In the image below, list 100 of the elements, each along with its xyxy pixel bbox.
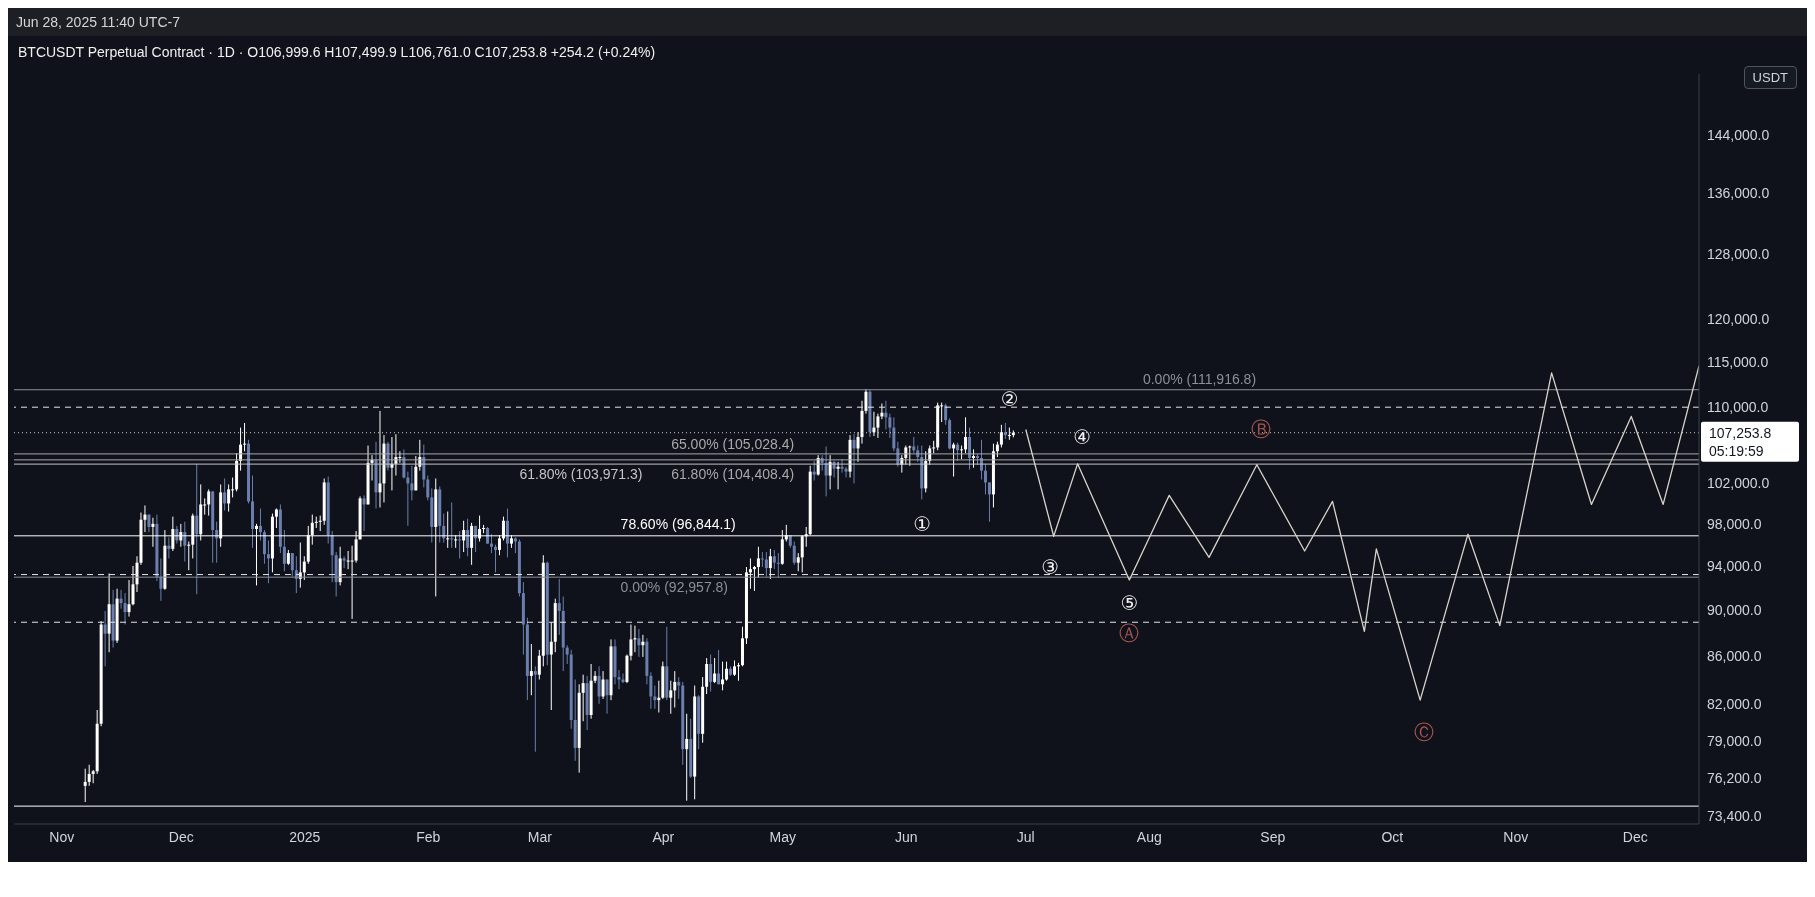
chart-title: BTCUSDT Perpetual Contract · 1D · O106,999.6 H107,499.9 L106,761.0 C107,253.8 +254.2 (+0.24%) [17, 43, 657, 62]
candlestick [597, 665, 601, 705]
y-tick-label: 115,000.0 [1707, 354, 1769, 371]
y-tick-label: 102,000.0 [1707, 475, 1770, 492]
candlestick [302, 555, 306, 581]
candlestick [243, 422, 247, 452]
y-tick-label: 144,000.0 [1707, 127, 1770, 144]
ref-line-label: 61.80% (104,408.4) [671, 465, 795, 482]
candlestick [167, 536, 171, 559]
candlestick [290, 552, 294, 578]
ref-line-label: 0.00% (92,957.8) [620, 579, 729, 596]
candlestick [183, 521, 187, 563]
ref-line-label: 61.80% (103,971.3) [519, 466, 643, 483]
candlestick [768, 548, 772, 580]
y-tick-label: 82,000.0 [1707, 695, 1762, 712]
chart-subtitle: Jun 28, 2025 11:40 UTC-7 [8, 8, 1807, 36]
candlestick [533, 665, 537, 753]
x-tick-label: Aug [1136, 828, 1162, 845]
y-tick-label: 128,000.0 [1707, 246, 1770, 263]
y-tick-label: 98,000.0 [1707, 515, 1762, 532]
candlestick [944, 403, 948, 426]
candlestick [637, 628, 641, 658]
candlestick [721, 661, 725, 691]
y-tick-label: 86,000.0 [1707, 647, 1762, 664]
candlestick [717, 649, 721, 685]
candlestick [836, 461, 840, 490]
y-tick-label: 73,400.0 [1707, 807, 1762, 824]
annotation: ② [999, 386, 1020, 411]
candlestick [748, 557, 752, 590]
candlestick [274, 508, 278, 529]
x-tick-label: Feb [416, 828, 441, 845]
candlestick [852, 433, 856, 484]
candlestick [318, 515, 322, 532]
candlestick [330, 530, 334, 583]
candlestick [87, 764, 91, 787]
candlestick [494, 544, 498, 573]
candlestick [338, 546, 342, 586]
y-tick-label: 110,000.0 [1707, 399, 1769, 416]
candlestick [756, 546, 760, 579]
x-tick-label: Dec [1622, 828, 1648, 845]
candlestick [223, 478, 227, 512]
candlestick [932, 440, 936, 454]
candlestick [258, 508, 262, 541]
candlestick [505, 508, 509, 558]
candlestick [227, 483, 231, 513]
candlestick [346, 550, 350, 570]
candlestick [673, 670, 677, 709]
candlestick [792, 541, 796, 566]
ref-line-label: 65.00% (105,028.4) [671, 435, 795, 452]
annotation: ⑤ [1119, 590, 1140, 615]
x-tick-label: Nov [1503, 828, 1529, 845]
x-tick-label: Dec [168, 828, 194, 845]
candlestick [466, 518, 470, 557]
candlestick [987, 481, 991, 523]
candlestick [713, 657, 717, 684]
candlestick [529, 643, 533, 696]
x-tick-label: Nov [49, 828, 75, 845]
candlestick [378, 410, 382, 508]
ref-line-label: 78.60% (96,844.1) [620, 515, 736, 532]
candlestick [677, 676, 681, 700]
candlestick [207, 488, 211, 517]
x-tick-label: 2025 [289, 828, 321, 845]
candlestick [83, 768, 87, 803]
candlestick [876, 413, 880, 439]
candlestick [549, 621, 553, 711]
candlestick [490, 533, 494, 554]
candlestick [812, 460, 816, 481]
candlestick [908, 445, 912, 467]
candlestick [103, 610, 107, 667]
candlestick [764, 551, 768, 578]
candlestick [752, 565, 756, 592]
candlestick [776, 552, 780, 579]
candlestick [844, 466, 848, 479]
ref-line-label: 0.00% (111,916.8) [1142, 370, 1257, 387]
candlestick [760, 551, 764, 568]
ref-line-label: 107,253.8 [1709, 424, 1772, 441]
annotation: Ⓑ [1249, 416, 1272, 441]
candlestick [964, 416, 968, 454]
candlestick [342, 555, 346, 569]
y-axis-title: USDT [1743, 66, 1797, 89]
candlestick [282, 529, 286, 572]
candlestick [537, 649, 541, 680]
candlestick [195, 463, 199, 595]
candlestick [266, 539, 270, 584]
candlestick [669, 680, 673, 715]
x-tick-label: Apr [652, 828, 675, 845]
candlestick [705, 657, 709, 695]
text: 05:19:59 [1709, 442, 1764, 459]
candlestick [999, 424, 1003, 448]
x-tick-label: Sep [1260, 828, 1286, 845]
annotation: Ⓐ [1118, 620, 1141, 645]
candlestick [605, 679, 609, 715]
candlestick [187, 541, 191, 571]
candlestick [262, 529, 266, 565]
x-tick-label: May [769, 828, 797, 845]
x-tick-label: Jul [1016, 828, 1035, 845]
candlestick [641, 634, 645, 658]
candlestick [557, 578, 561, 636]
y-tick-label: 76,200.0 [1707, 769, 1762, 786]
candlestick [450, 501, 454, 549]
